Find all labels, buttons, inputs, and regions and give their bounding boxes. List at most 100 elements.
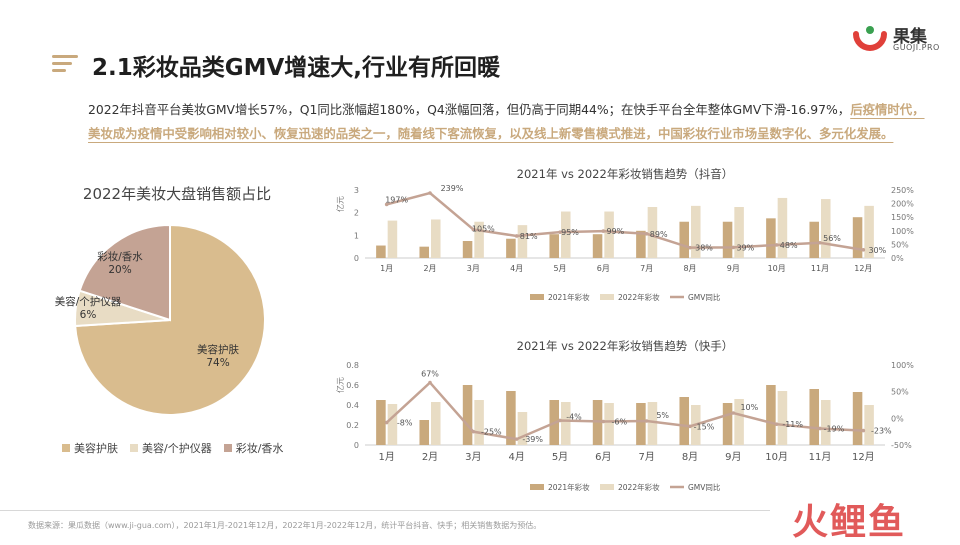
- gmv-yoy-label: 30%: [868, 246, 886, 255]
- gmv-yoy-label: 239%: [441, 184, 464, 193]
- description-paragraph: 2022年抖音平台美妆GMV增长57%，Q1同比涨幅超180%，Q4涨幅回落，但…: [88, 98, 930, 146]
- footer-divider: [0, 510, 770, 511]
- pie-slice: [78, 223, 171, 322]
- bar-2022: [517, 412, 528, 445]
- gmv-yoy-label: 56%: [823, 234, 841, 243]
- y-tick-label: 0.6: [346, 381, 359, 390]
- legend-label: 美容/个护仪器: [142, 442, 212, 455]
- bar-2022: [387, 404, 398, 445]
- y-tick-label: 0: [354, 254, 359, 263]
- gmv-yoy-label: -23%: [871, 427, 892, 436]
- y2-tick-label: 100%: [891, 227, 914, 236]
- gmv-yoy-point: [428, 380, 432, 385]
- legend-label: 彩妆/香水: [235, 442, 284, 455]
- logo-subtext: GUOJI.PRO: [893, 43, 940, 52]
- gmv-yoy-point: [514, 437, 519, 441]
- legend-label: 2021年彩妆: [548, 292, 590, 302]
- x-tick-label: 1月: [380, 264, 393, 273]
- legend-swatch: [530, 294, 544, 300]
- legend-label: 2022年彩妆: [618, 292, 660, 302]
- gmv-yoy-label: 197%: [385, 195, 408, 204]
- y2-tick-label: -50%: [891, 441, 912, 450]
- x-tick-label: 4月: [510, 264, 523, 273]
- gmv-yoy-label: 5%: [656, 411, 669, 420]
- gmv-yoy-label: -15%: [694, 422, 715, 431]
- pie-legend-item: 美容/个护仪器: [130, 440, 212, 456]
- logo-text: 果集: [893, 27, 927, 47]
- legend-label: GMV同比: [688, 482, 721, 492]
- bar-2021: [636, 403, 646, 445]
- bar-2021: [419, 420, 429, 445]
- gmv-yoy-point: [471, 227, 476, 232]
- bar-2022: [647, 402, 658, 445]
- gmv-yoy-line: [386, 191, 864, 252]
- x-tick-label: 12月: [854, 264, 872, 273]
- y-tick-label: 0.8: [346, 361, 359, 370]
- x-tick-label: 8月: [683, 264, 696, 273]
- legend-label: 美容护肤: [74, 442, 118, 455]
- y-axis-label: 亿元: [335, 196, 345, 212]
- x-tick-label: 6月: [595, 451, 611, 463]
- x-tick-label: 5月: [553, 264, 566, 273]
- bar-2021: [766, 385, 776, 445]
- y-tick-label: 0: [354, 441, 359, 450]
- x-tick-label: 9月: [727, 264, 740, 273]
- pie-slice-label: 美容护肤: [197, 343, 239, 356]
- gmv-yoy-point: [601, 419, 606, 424]
- legend-label: 2021年彩妆: [548, 482, 590, 492]
- kuaishou-trend-chart: 2021年 vs 2022年彩妆销售趋势（快手） 亿元 0 0.2 0.4 0.6 0.8 -…: [335, 339, 914, 492]
- bar-2022: [474, 221, 484, 258]
- y-tick-label: 2: [354, 209, 359, 218]
- legend-label: 2022年彩妆: [618, 482, 660, 492]
- pie-slice-value: 6%: [80, 309, 97, 321]
- x-tick-label: 7月: [640, 264, 653, 273]
- description-highlight: 后疫情时代，美妆成为疫情中受影响相对较小、恢复迅速的品类之一，随着线下客流恢复，…: [88, 102, 925, 141]
- bar-2022: [777, 197, 788, 258]
- bar-2022: [821, 199, 831, 258]
- gmv-yoy-point: [818, 240, 822, 245]
- bar-2022: [604, 403, 614, 445]
- bar-2022: [431, 402, 441, 445]
- bar-2022: [864, 405, 874, 445]
- y-tick-label: 0.2: [346, 421, 359, 430]
- gmv-yoy-point: [558, 418, 562, 423]
- pie-legend: 美容护肤 美容/个护仪器 彩妆/香水: [62, 440, 295, 456]
- bar-2022: [734, 399, 744, 445]
- legend-swatch: [530, 484, 544, 490]
- bar-2021: [462, 241, 473, 258]
- gmv-yoy-point: [774, 243, 779, 247]
- bar-2021: [592, 234, 603, 258]
- gmv-yoy-label: -6%: [612, 418, 628, 427]
- bar-2021: [549, 234, 559, 258]
- gmv-yoy-point: [774, 422, 779, 426]
- pie-slice-value: 74%: [206, 357, 229, 369]
- y2-tick-label: 150%: [891, 213, 914, 222]
- x-tick-label: 5月: [552, 451, 568, 463]
- gmv-yoy-label: 81%: [520, 232, 538, 241]
- bar-2022: [734, 207, 744, 258]
- y-tick-label: 0.4: [346, 401, 359, 410]
- gmv-yoy-point: [861, 248, 866, 252]
- pie-slice-value: 20%: [108, 264, 131, 276]
- douyin-trend-chart: 2021年 vs 2022年彩妆销售趋势（抖音）亿元01230%50%100%1…: [335, 167, 914, 302]
- y2-tick-label: 50%: [891, 388, 909, 397]
- gmv-yoy-point: [644, 231, 649, 236]
- bar-2022: [604, 211, 614, 258]
- pie-legend-item: 美容护肤: [62, 440, 118, 456]
- x-tick-label: 7月: [638, 451, 654, 463]
- x-tick-label: 10月: [768, 264, 786, 273]
- x-tick-label: 12月: [852, 451, 875, 463]
- gmv-yoy-point: [428, 191, 432, 195]
- gmv-yoy-point: [514, 234, 519, 238]
- gmv-yoy-point: [384, 202, 389, 207]
- bar-2022: [387, 220, 398, 258]
- y-axis-label: 亿元: [335, 377, 345, 393]
- x-tick-label: 3月: [467, 264, 480, 273]
- pie-legend-item: 彩妆/香水: [223, 440, 284, 456]
- bar-2021: [809, 221, 819, 258]
- gmv-yoy-label: 10%: [740, 403, 758, 412]
- bar-2021: [809, 389, 819, 445]
- gmv-yoy-label: 89%: [650, 230, 668, 239]
- bar-2021: [766, 218, 776, 258]
- bar-2021: [419, 246, 429, 258]
